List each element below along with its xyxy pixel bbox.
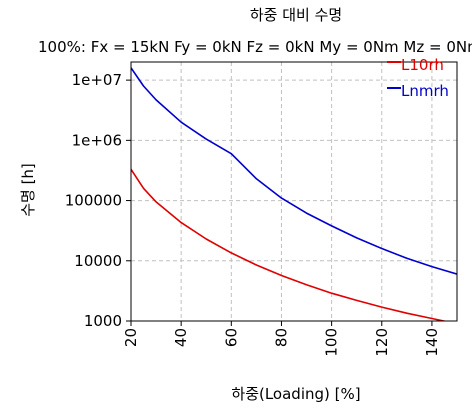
x-tick-label: 140: [423, 328, 441, 357]
series-line-l10rh: [131, 168, 448, 321]
chart-title: 하중 대비 수명: [250, 6, 342, 24]
x-tick-label: 20: [122, 328, 140, 347]
x-axis-label: 하중(Loading) [%]: [231, 385, 360, 403]
grid: [130, 62, 457, 322]
y-tick-label: 10000: [74, 252, 122, 270]
y-tick-label: 1e+06: [72, 131, 122, 149]
y-tick-label: 1000: [84, 312, 122, 330]
x-tick-label: 60: [222, 328, 240, 347]
chart-subtitle: 100%: Fx = 15kN Fy = 0kN Fz = 0kN My = 0…: [38, 38, 472, 56]
legend: L10rh Lnmrh: [387, 56, 449, 100]
legend-label: Lnmrh: [401, 82, 449, 100]
plot-series: [131, 67, 457, 321]
series-line-lnmrh: [131, 67, 457, 275]
y-tick-label: 1e+07: [72, 71, 122, 89]
legend-label: L10rh: [401, 56, 444, 74]
x-tick-label: 100: [323, 328, 341, 357]
x-tick-label: 120: [373, 328, 391, 357]
y-axis-label: 수명 [h]: [19, 163, 37, 217]
x-tick-label: 80: [272, 328, 290, 347]
y-axis-ticks: 1000 10000 100000 1e+06 1e+07: [65, 71, 131, 330]
plot-frame: [130, 61, 458, 322]
x-axis-ticks: 20 40 60 80 100 120 140: [122, 321, 441, 357]
y-tick-label: 100000: [65, 192, 122, 210]
x-tick-label: 40: [172, 328, 190, 347]
